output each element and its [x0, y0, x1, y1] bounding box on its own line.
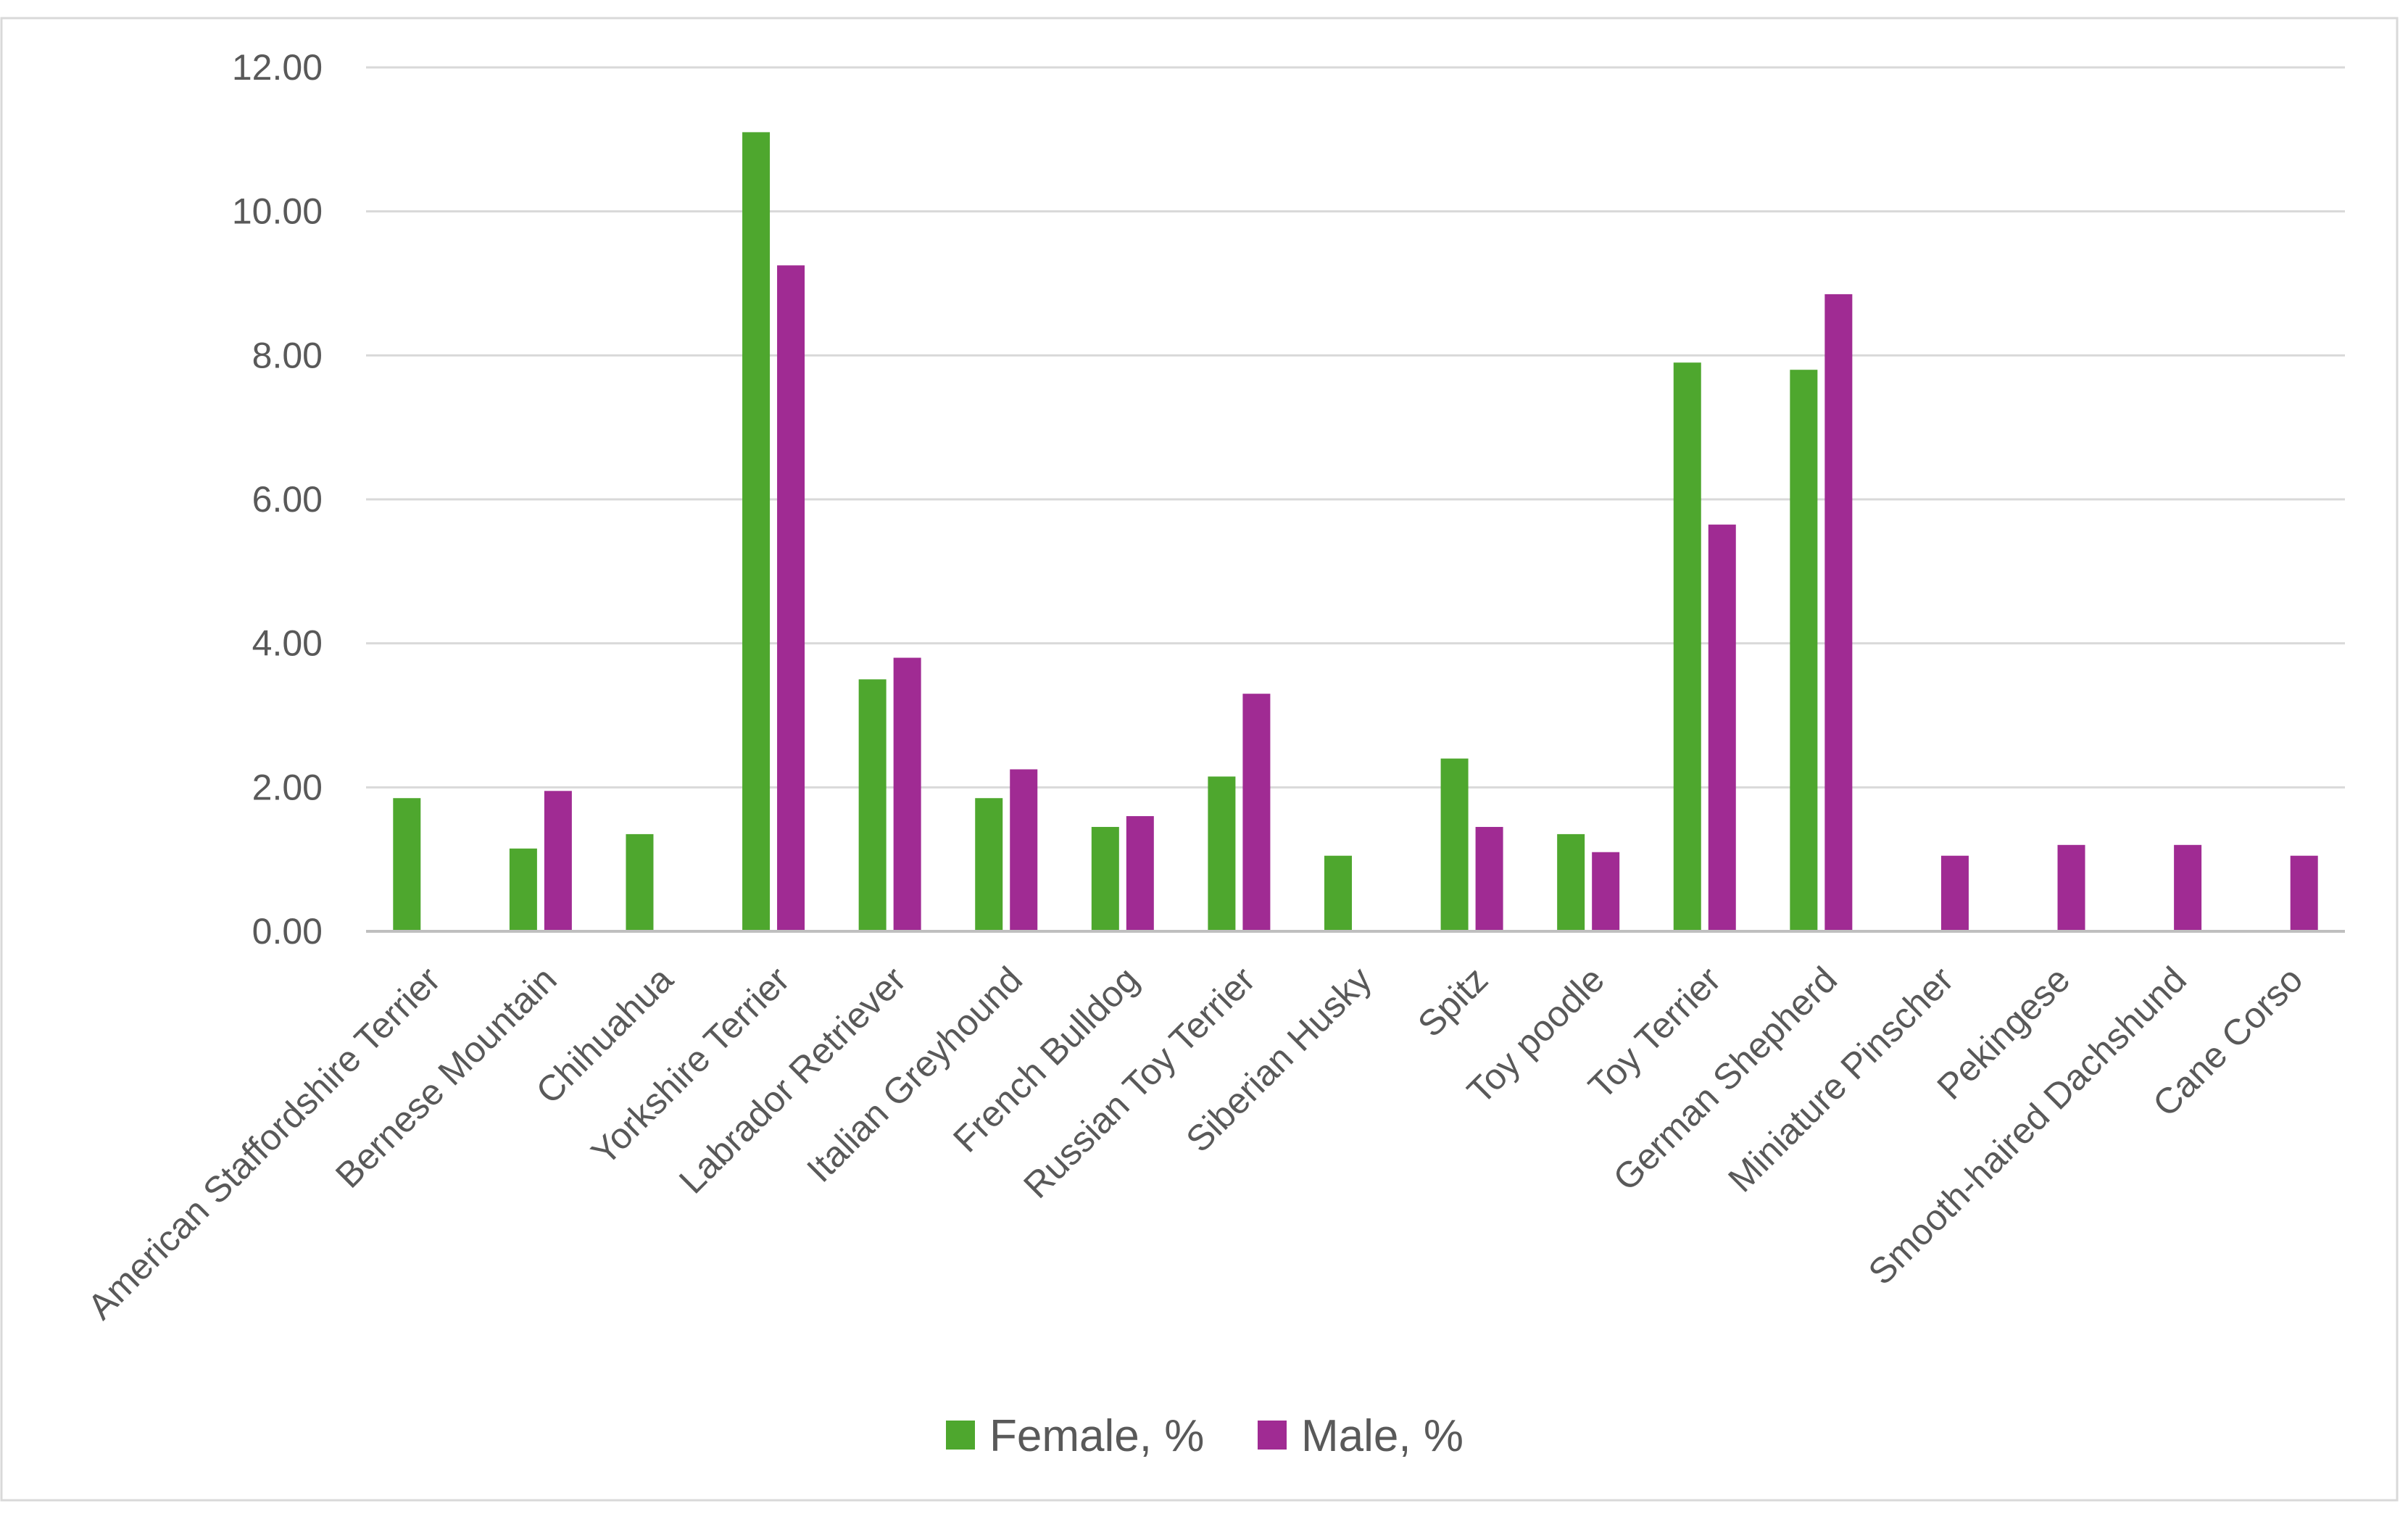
- x-category-label: Russian Toy Terrier: [1016, 959, 1263, 1206]
- x-category-label: Italian Greyhound: [799, 959, 1030, 1190]
- y-tick-label: 8.00: [252, 335, 323, 375]
- bar-female: [626, 833, 654, 931]
- y-tick-label: 6.00: [252, 479, 323, 520]
- bars: [393, 132, 2318, 932]
- bar-male: [777, 265, 805, 932]
- bar-male: [1592, 852, 1620, 931]
- legend-label: Male, %: [1301, 1411, 1464, 1461]
- bar-female: [1324, 855, 1352, 931]
- legend-swatch: [946, 1421, 975, 1450]
- bar-male: [1824, 294, 1853, 931]
- x-category-label: Spitz: [1410, 959, 1495, 1044]
- bar-female: [1440, 758, 1469, 931]
- x-category-label: Labrador Retriever: [671, 959, 913, 1201]
- gridlines: [366, 66, 2345, 789]
- bar-female: [742, 132, 771, 931]
- x-category-label: German Shepherd: [1606, 959, 1845, 1198]
- x-category-label: Bernese Mountain: [328, 959, 565, 1196]
- bar-female: [1091, 826, 1119, 931]
- bar-male: [2174, 844, 2202, 931]
- y-tick-label: 4.00: [252, 623, 323, 664]
- bar-female: [1673, 362, 1701, 931]
- legend-male: Male, %: [1258, 1411, 1464, 1461]
- chart-frame: [0, 17, 2399, 1502]
- bar-male: [2057, 844, 2085, 931]
- bar-male: [893, 657, 921, 931]
- y-tick-label: 0.00: [252, 911, 323, 952]
- bar-male: [1242, 694, 1271, 931]
- bar-male: [1010, 769, 1038, 931]
- bar-male: [1126, 816, 1154, 931]
- bar-female: [1790, 370, 1818, 931]
- bar-male: [2290, 855, 2318, 931]
- bar-female: [975, 798, 1003, 931]
- y-tick-label: 2.00: [252, 767, 323, 807]
- bar-male: [1940, 855, 1969, 931]
- y-axis-ticks: 0.00 2.00 4.00 6.00 8.00 10.00 12.00: [232, 47, 323, 952]
- legend-swatch: [1258, 1421, 1287, 1450]
- y-tick-label: 10.00: [232, 191, 323, 232]
- y-tick-label: 12.00: [232, 47, 323, 88]
- legend: Female, % Male, %: [946, 1411, 1464, 1461]
- bar-female: [1208, 776, 1236, 931]
- bar-male: [1708, 524, 1736, 931]
- legend-label: Female, %: [989, 1411, 1204, 1461]
- bar-female: [1557, 833, 1585, 931]
- bar-female: [858, 679, 887, 931]
- bar-male: [1475, 826, 1503, 931]
- bar-male: [544, 791, 572, 931]
- bar-female: [393, 798, 421, 931]
- bar-female: [509, 848, 537, 931]
- x-category-label: Miniature Pinscher: [1720, 959, 1961, 1199]
- x-category-label: Yorkshire Terrier: [584, 959, 797, 1173]
- legend-female: Female, %: [946, 1411, 1204, 1461]
